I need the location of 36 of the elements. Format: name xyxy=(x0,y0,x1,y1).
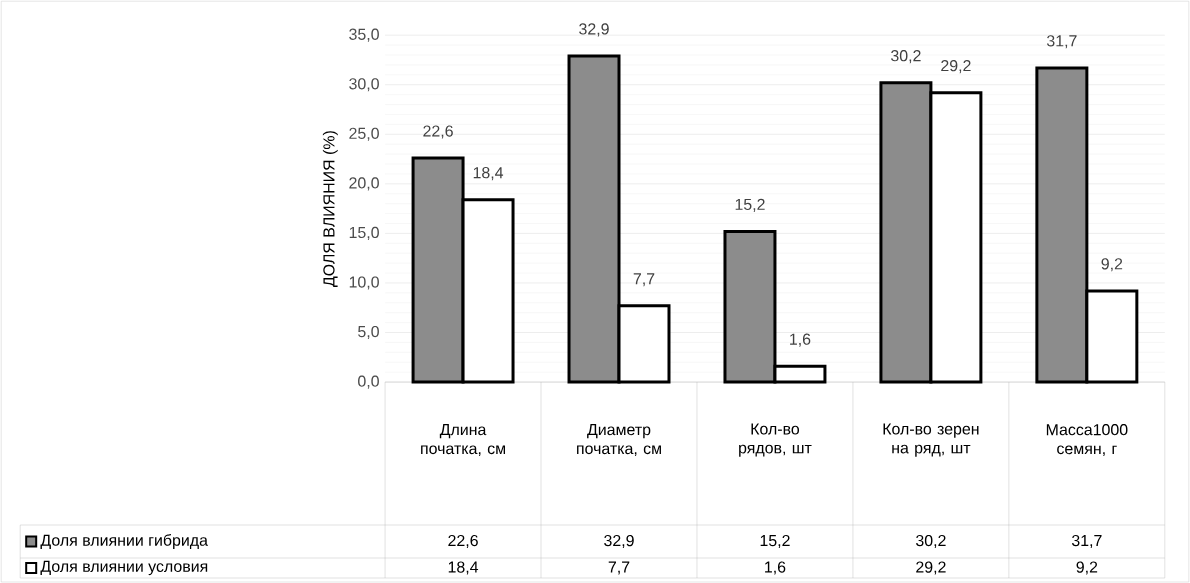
text: 32,9 xyxy=(579,23,609,37)
x-tick-label: Диаметр початка, см xyxy=(577,423,661,456)
text: 18,4 xyxy=(473,166,504,181)
data-label: 22,6 xyxy=(448,534,478,548)
y-tick-label: 15,0 xyxy=(349,226,379,240)
y-tick-label: 30,0 xyxy=(349,78,379,92)
x-tick-label: Кол-во зерен на ряд, шт xyxy=(883,423,979,457)
x-tick-label: Кол-во рядов, шт xyxy=(739,423,812,457)
x-tick-label: Масса1000 семян, г xyxy=(1046,423,1128,456)
text: 7,7 xyxy=(633,273,655,287)
text: 15,2 xyxy=(735,198,765,212)
x-tick-label: Длина початка, см xyxy=(421,423,506,456)
text: 1,6 xyxy=(790,333,811,347)
data-label: 9,2 xyxy=(1076,561,1098,575)
data-label: 7,7 xyxy=(608,561,630,575)
legend-label: Доля влиянии условия xyxy=(40,560,208,576)
data-label: 30,2 xyxy=(916,534,946,548)
y-tick-label: 25,0 xyxy=(349,127,379,141)
text: 22,6 xyxy=(423,125,453,139)
data-label: 18,4 xyxy=(448,561,479,575)
text: 29,2 xyxy=(941,59,971,74)
data-label: 32,9 xyxy=(604,534,634,548)
text: 31,7 xyxy=(1046,35,1077,49)
y-tick-label: 35,0 xyxy=(349,28,379,42)
legend-label: Доля влиянии гибрида xyxy=(40,533,208,549)
y-axis-title: ДОЛЯ ВЛИЯНИЯ (%) xyxy=(322,131,338,287)
data-label: 29,2 xyxy=(916,561,946,575)
data-label: 1,6 xyxy=(765,561,786,575)
y-tick-label: 0,0 xyxy=(358,375,379,389)
text: 30,2 xyxy=(891,49,921,64)
y-tick-label: 20,0 xyxy=(349,177,379,191)
text: 9,2 xyxy=(1101,258,1123,272)
y-tick-label: 5,0 xyxy=(358,325,379,339)
data-label: 15,2 xyxy=(760,534,790,548)
y-tick-label: 10,0 xyxy=(349,276,379,290)
data-label: 31,7 xyxy=(1071,534,1102,548)
